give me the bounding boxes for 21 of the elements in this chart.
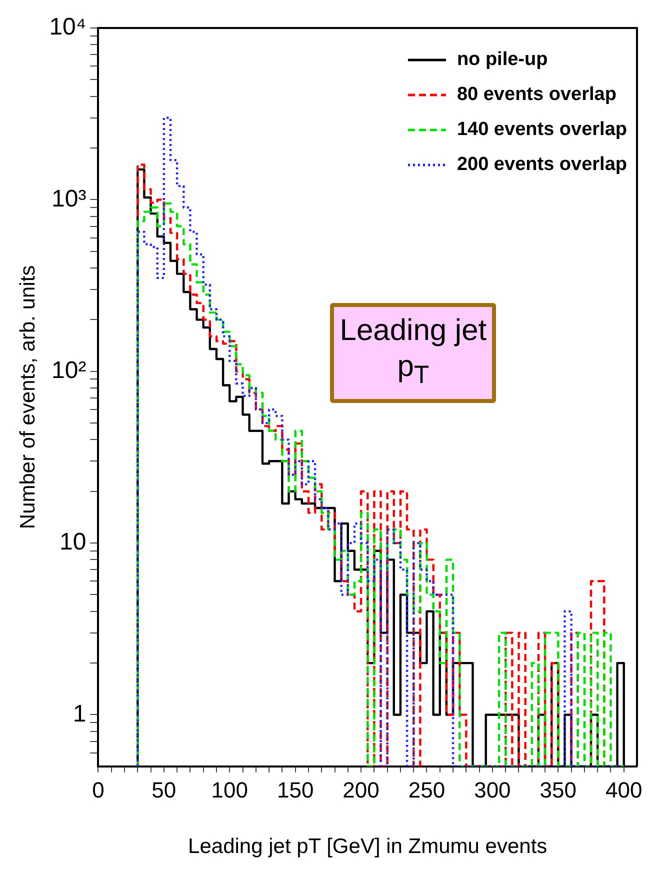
legend-label: 80 events overlap — [456, 84, 616, 106]
y-tick-label: 10⁴ — [49, 14, 86, 41]
y-tick-label: 10 — [60, 528, 86, 556]
x-tick-label: 250 — [408, 778, 446, 803]
legend-label: 140 events overlap — [456, 118, 627, 140]
x-tick-label: 350 — [540, 778, 577, 803]
x-tick-label: 150 — [276, 778, 314, 803]
annotation: Leading jet p$_{T}$ — [330, 303, 496, 403]
y-tick-label: 10² — [52, 356, 86, 384]
x-tick-label: 50 — [152, 778, 176, 803]
x-tick-label: 0 — [92, 778, 104, 803]
x-tick-label: 400 — [606, 778, 642, 803]
legend-label: 200 events overlap — [456, 154, 627, 176]
y-tick-label: 10³ — [52, 185, 86, 212]
y-axis-title: Number of events, arb. units — [16, 265, 40, 530]
x-tick-label: 300 — [474, 778, 511, 803]
legend-label: no pile-up — [456, 48, 548, 70]
x-tick-label: 100 — [211, 778, 248, 803]
y-tick-label: 1 — [72, 700, 86, 728]
x-axis-title: Leading jet pT [GeV] in Zmumu events — [188, 835, 548, 858]
x-tick-label: 200 — [342, 778, 380, 803]
